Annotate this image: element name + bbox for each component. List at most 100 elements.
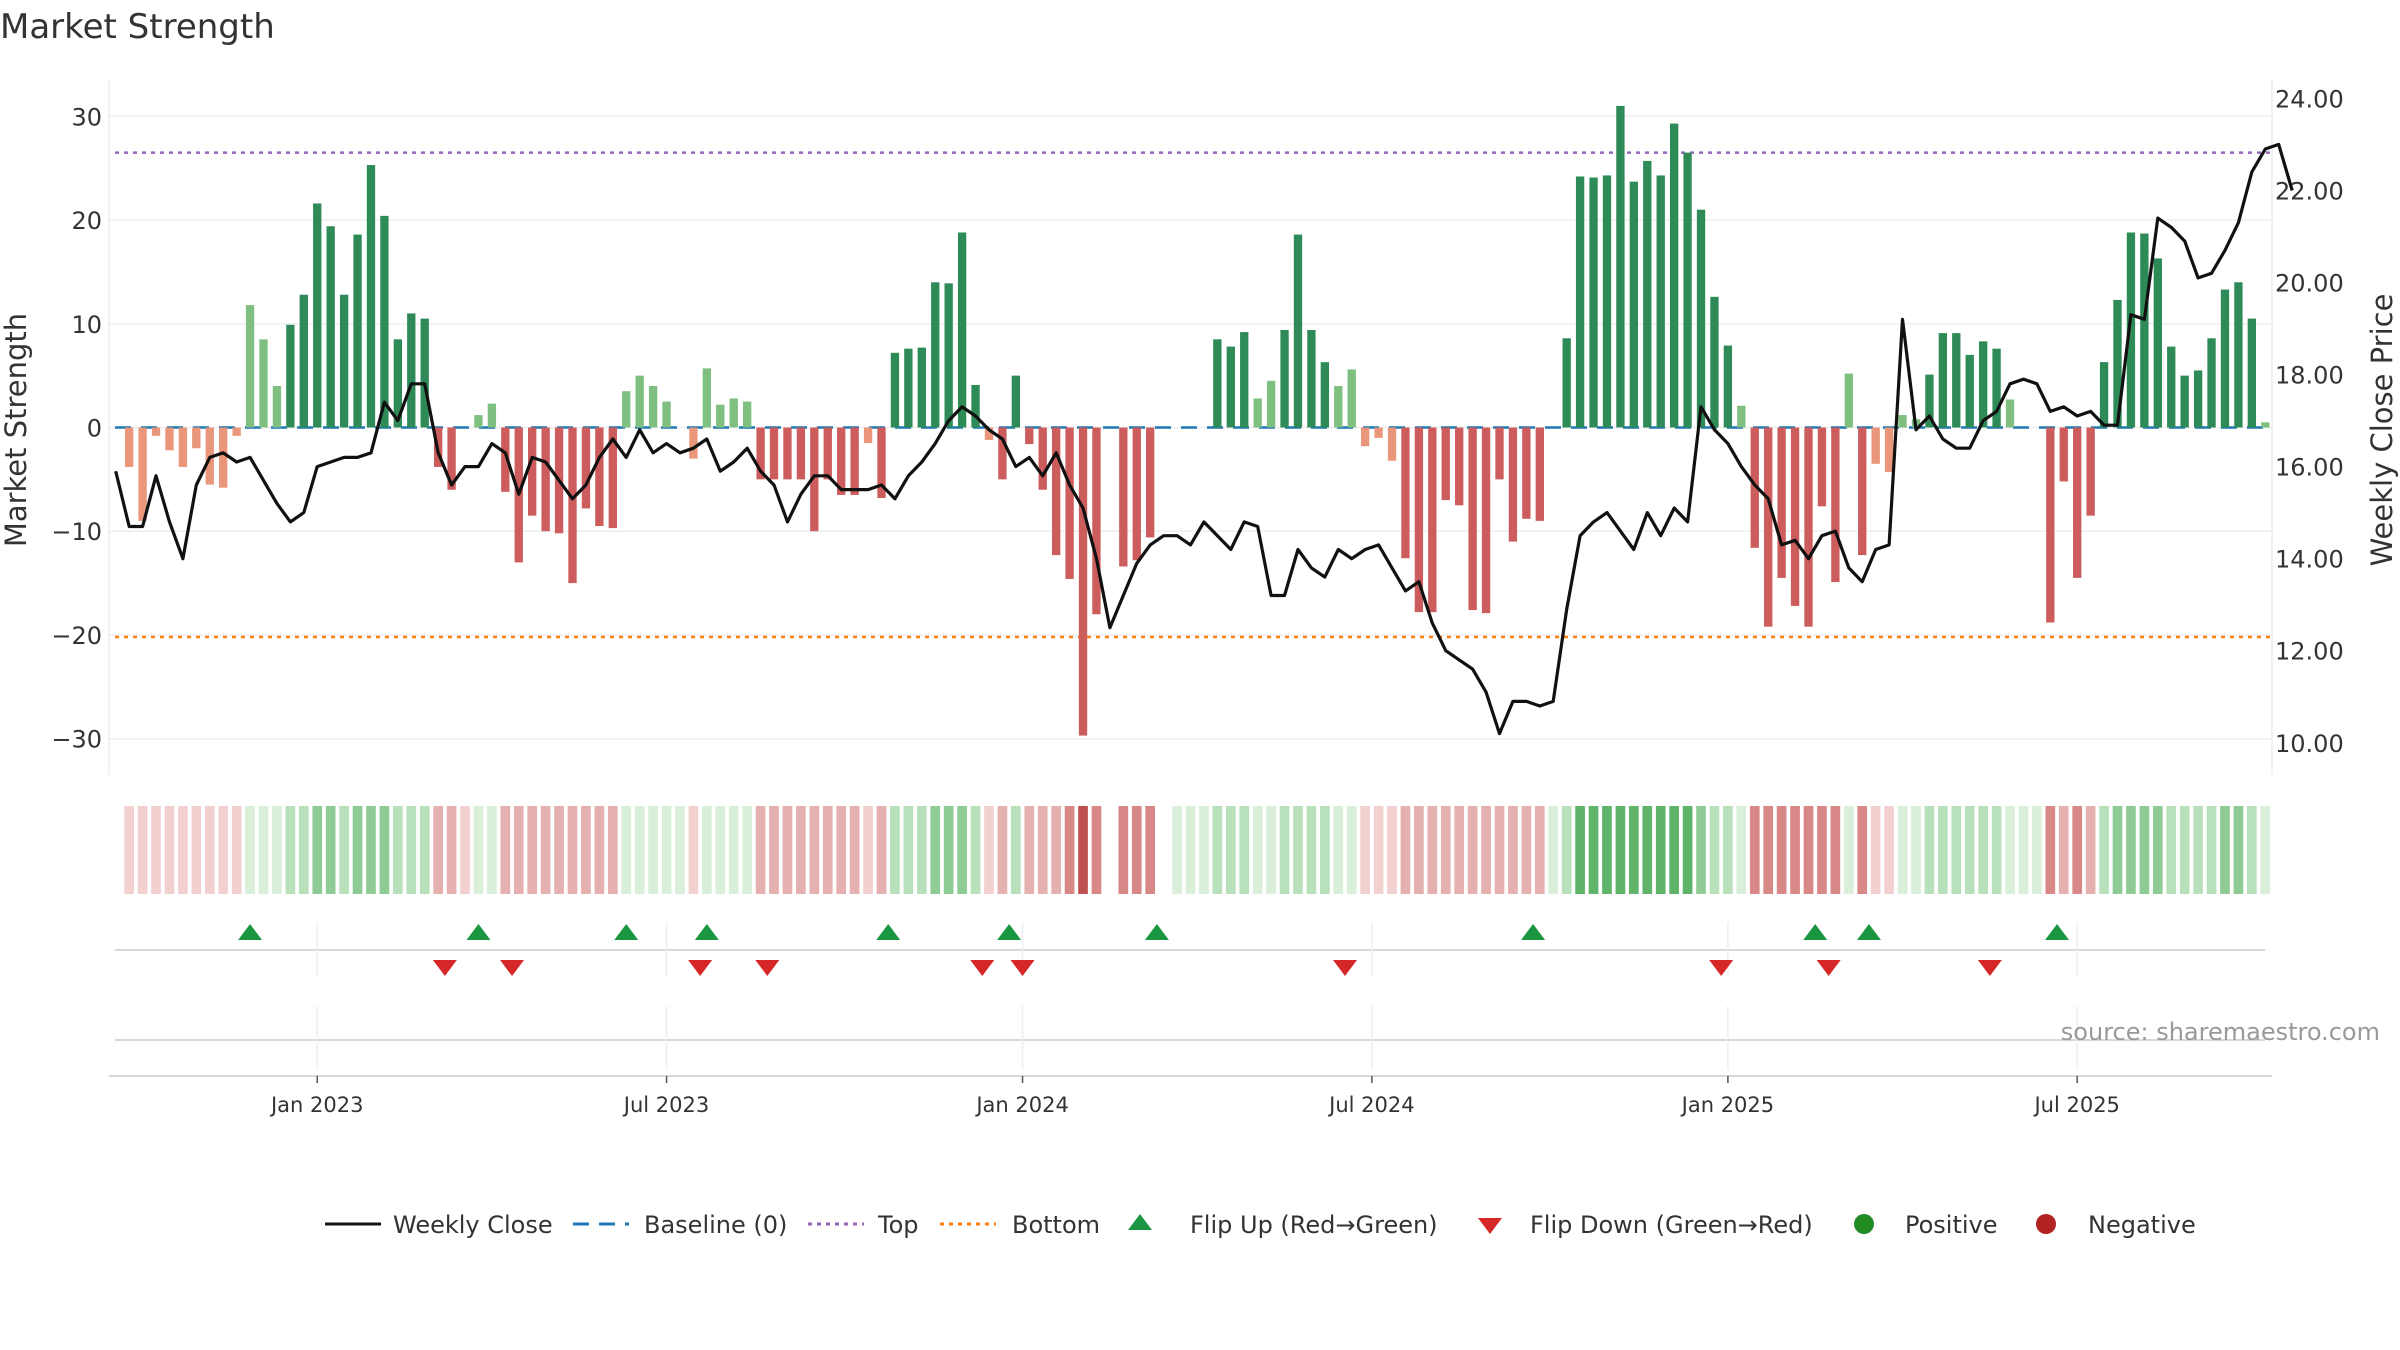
zone-cell	[2166, 806, 2177, 894]
strength-bar	[1938, 333, 1948, 428]
zone-cell	[393, 806, 403, 894]
strength-bar	[353, 234, 362, 428]
strength-bar	[2261, 422, 2270, 428]
zone-cell	[339, 806, 349, 894]
y-right-tick-label: 16.00	[2275, 454, 2344, 482]
zone-cell	[2099, 806, 2109, 894]
strength-bar	[1455, 427, 1464, 506]
strength-bar	[407, 313, 416, 428]
y-right-tick-label: 12.00	[2275, 638, 2344, 666]
y-left-tick-label: 20	[71, 207, 102, 235]
strength-bar	[1522, 427, 1531, 519]
zone-cell	[1723, 806, 1733, 894]
strength-bar	[1038, 427, 1047, 490]
zone-cell	[487, 806, 497, 894]
strength-bar	[1817, 427, 1827, 507]
strength-bar	[124, 427, 134, 467]
legend-flip-up: Flip Up (Red→Green)	[1190, 1211, 1438, 1239]
strength-bar	[219, 427, 228, 488]
zone-cell	[1199, 806, 1209, 894]
strength-bar	[729, 398, 738, 428]
strength-bar	[259, 339, 268, 428]
strength-bar	[272, 386, 282, 428]
zone-cell	[1870, 806, 1881, 894]
flip-up-marker	[1803, 924, 1828, 940]
zone-cell	[2058, 806, 2069, 894]
zone-cell	[634, 806, 645, 894]
zone-cell	[124, 806, 134, 894]
x-tick-label: Jan 2024	[974, 1093, 1069, 1117]
strength-bar	[541, 427, 550, 532]
strength-bar	[2140, 233, 2149, 428]
zone-cell	[446, 806, 457, 894]
strength-bar	[716, 404, 725, 428]
zone-cell	[1655, 806, 1666, 894]
zone-cell	[137, 806, 148, 894]
zone-cell	[1817, 806, 1827, 894]
zone-cell	[1548, 806, 1559, 894]
zone-cell	[2193, 806, 2203, 894]
zone-cell	[1575, 806, 1585, 894]
zone-cell	[1790, 806, 1800, 894]
zone-cell	[903, 806, 914, 894]
zone-cell	[1467, 806, 1478, 894]
zone-cell	[2152, 806, 2163, 894]
strength-bar	[931, 282, 940, 428]
flip-up-marker	[466, 924, 491, 940]
zone-cell	[1239, 806, 1250, 894]
strength-bar	[1643, 160, 1652, 428]
x-tick-label: Jul 2023	[622, 1093, 709, 1117]
flip-up-marker	[238, 924, 263, 940]
zone-cell	[1400, 806, 1411, 894]
zone-cell	[2233, 806, 2244, 894]
weekly-close-line	[114, 142, 2294, 736]
strength-bar	[984, 427, 994, 440]
zone-cell	[1118, 806, 1129, 894]
zone-cell	[943, 806, 954, 894]
zone-cell	[1521, 806, 1532, 894]
strength-bar	[998, 427, 1007, 480]
zone-cell	[1951, 806, 1962, 894]
zone-cell	[1024, 806, 1035, 894]
zone-cell	[1252, 806, 1263, 894]
strength-bar	[702, 368, 712, 428]
legend-negative-icon	[2036, 1214, 2056, 1234]
strength-bar	[1146, 427, 1155, 538]
strength-bar	[528, 427, 537, 516]
strength-bar	[501, 427, 510, 492]
zone-cell	[1414, 806, 1424, 894]
strength-bar	[635, 375, 644, 428]
zone-cell	[540, 806, 551, 894]
strength-bar	[2073, 427, 2082, 578]
strength-bar	[1978, 341, 1988, 428]
zone-cell	[594, 806, 605, 894]
zone-cell	[151, 806, 161, 894]
zone-cell	[1696, 806, 1706, 894]
strength-bar	[487, 403, 497, 428]
y-right-tick-label: 20.00	[2275, 270, 2344, 298]
strength-bar	[863, 427, 873, 444]
zone-cell	[1333, 806, 1344, 894]
flip-up-marker	[614, 924, 639, 940]
strength-bar	[957, 232, 967, 428]
strength-bar	[299, 294, 308, 428]
strength-bar	[1629, 181, 1639, 428]
zone-cell	[1830, 806, 1841, 894]
strength-bar	[1589, 177, 1598, 428]
zone-cell	[809, 806, 820, 894]
zone-cell	[272, 806, 282, 894]
zone-cell	[782, 806, 793, 894]
zone-cell	[930, 806, 941, 894]
zone-cell	[1884, 806, 1894, 894]
y-right-tick-label: 22.00	[2275, 177, 2344, 205]
zone-cell	[164, 806, 175, 894]
zone-cell	[1763, 806, 1774, 894]
flip-up-marker	[694, 924, 719, 940]
zone-cell	[2139, 806, 2150, 894]
strength-bar	[2220, 289, 2230, 428]
strength-bar	[1683, 152, 1692, 428]
strength-bar	[151, 427, 161, 436]
strength-bar	[420, 318, 429, 428]
strength-bar	[1011, 375, 1021, 428]
zone-cell	[325, 806, 336, 894]
